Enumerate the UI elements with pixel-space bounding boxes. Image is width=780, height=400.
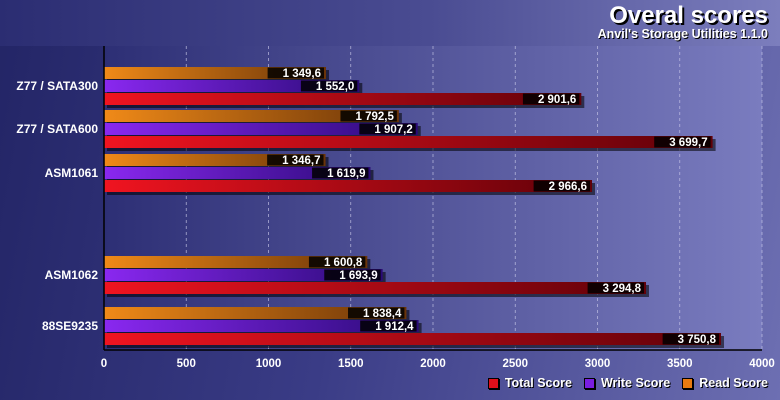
read-score-label: 1 792,5 — [355, 111, 394, 123]
legend-item: Write Score — [583, 376, 671, 390]
data-label-box — [359, 123, 416, 135]
total-score-bar — [104, 136, 713, 148]
write-score-label: 1 912,4 — [375, 321, 414, 333]
read-score-label: 1 600,8 — [324, 257, 363, 269]
read-score-bar — [104, 307, 407, 319]
chart-legend: Total Score Write Score Read Score — [487, 376, 768, 390]
read-score-label: 1 838,4 — [363, 308, 402, 320]
legend-swatch — [583, 377, 595, 389]
legend-swatch — [682, 377, 694, 389]
data-label-box — [348, 307, 405, 319]
read-score-label: 1 349,6 — [283, 68, 321, 80]
total-score-label: 3 294,8 — [603, 283, 642, 295]
legend-item: Total Score — [487, 376, 572, 390]
data-label-box — [662, 333, 720, 345]
category-label: ASM1061 — [45, 166, 99, 180]
data-label-box — [654, 136, 711, 148]
category-label: Z77 / SATA600 — [16, 122, 98, 136]
data-label-box — [340, 110, 397, 122]
data-label-box — [360, 320, 417, 332]
legend-label: Read Score — [699, 376, 768, 390]
data-label-box — [587, 282, 644, 294]
x-tick-label: 2500 — [502, 358, 528, 370]
write-score-bar — [104, 320, 419, 332]
write-score-label: 1 907,2 — [374, 124, 412, 136]
data-label-box — [533, 180, 591, 192]
legend-label: Total Score — [504, 376, 572, 390]
read-score-label: 1 346,7 — [282, 155, 320, 167]
read-score-bar — [104, 256, 368, 268]
data-label-box — [267, 67, 325, 79]
data-label-box — [267, 154, 324, 166]
total-score-label: 2 966,6 — [549, 181, 587, 193]
data-label-box — [300, 80, 358, 92]
category-label: 88SE9235 — [42, 319, 98, 333]
data-label-box — [522, 93, 580, 105]
total-score-label: 3 750,8 — [678, 334, 717, 346]
legend-label: Write Score — [600, 376, 671, 390]
x-tick-label: 0 — [101, 358, 107, 370]
data-label-box — [308, 256, 366, 268]
chart-subtitle: Anvil's Storage Utilities 1.1.0 — [597, 27, 768, 41]
write-score-bar — [104, 123, 418, 135]
x-tick-label: 2000 — [420, 358, 446, 370]
category-label: Z77 / SATA300 — [16, 79, 98, 93]
total-score-label: 3 699,7 — [669, 137, 707, 149]
x-tick-label: 1000 — [256, 358, 282, 370]
chart-header: Overal scores Anvil's Storage Utilities … — [0, 0, 780, 46]
total-score-label: 2 901,6 — [538, 94, 576, 106]
write-score-bar — [104, 80, 360, 92]
x-tick-label: 3500 — [667, 358, 693, 370]
write-score-label: 1 693,9 — [339, 270, 377, 282]
x-tick-label: 3000 — [585, 358, 611, 370]
x-tick-label: 1500 — [338, 358, 364, 370]
write-score-label: 1 619,9 — [327, 168, 365, 180]
total-score-bar — [104, 93, 582, 105]
write-score-bar — [104, 269, 383, 281]
chart-title: Overal scores — [609, 2, 768, 29]
total-score-bar — [104, 180, 593, 192]
read-score-bar — [104, 110, 399, 122]
data-label-box — [324, 269, 381, 281]
legend-swatch — [487, 377, 499, 389]
data-label-box — [312, 167, 369, 179]
total-score-bar — [104, 282, 646, 294]
category-label: ASM1062 — [45, 268, 99, 282]
write-score-bar — [104, 167, 371, 179]
legend-item: Read Score — [682, 376, 768, 390]
x-tick-label: 500 — [177, 358, 196, 370]
write-score-label: 1 552,0 — [316, 81, 354, 93]
total-score-bar — [104, 333, 722, 345]
x-tick-label: 4000 — [749, 358, 775, 370]
